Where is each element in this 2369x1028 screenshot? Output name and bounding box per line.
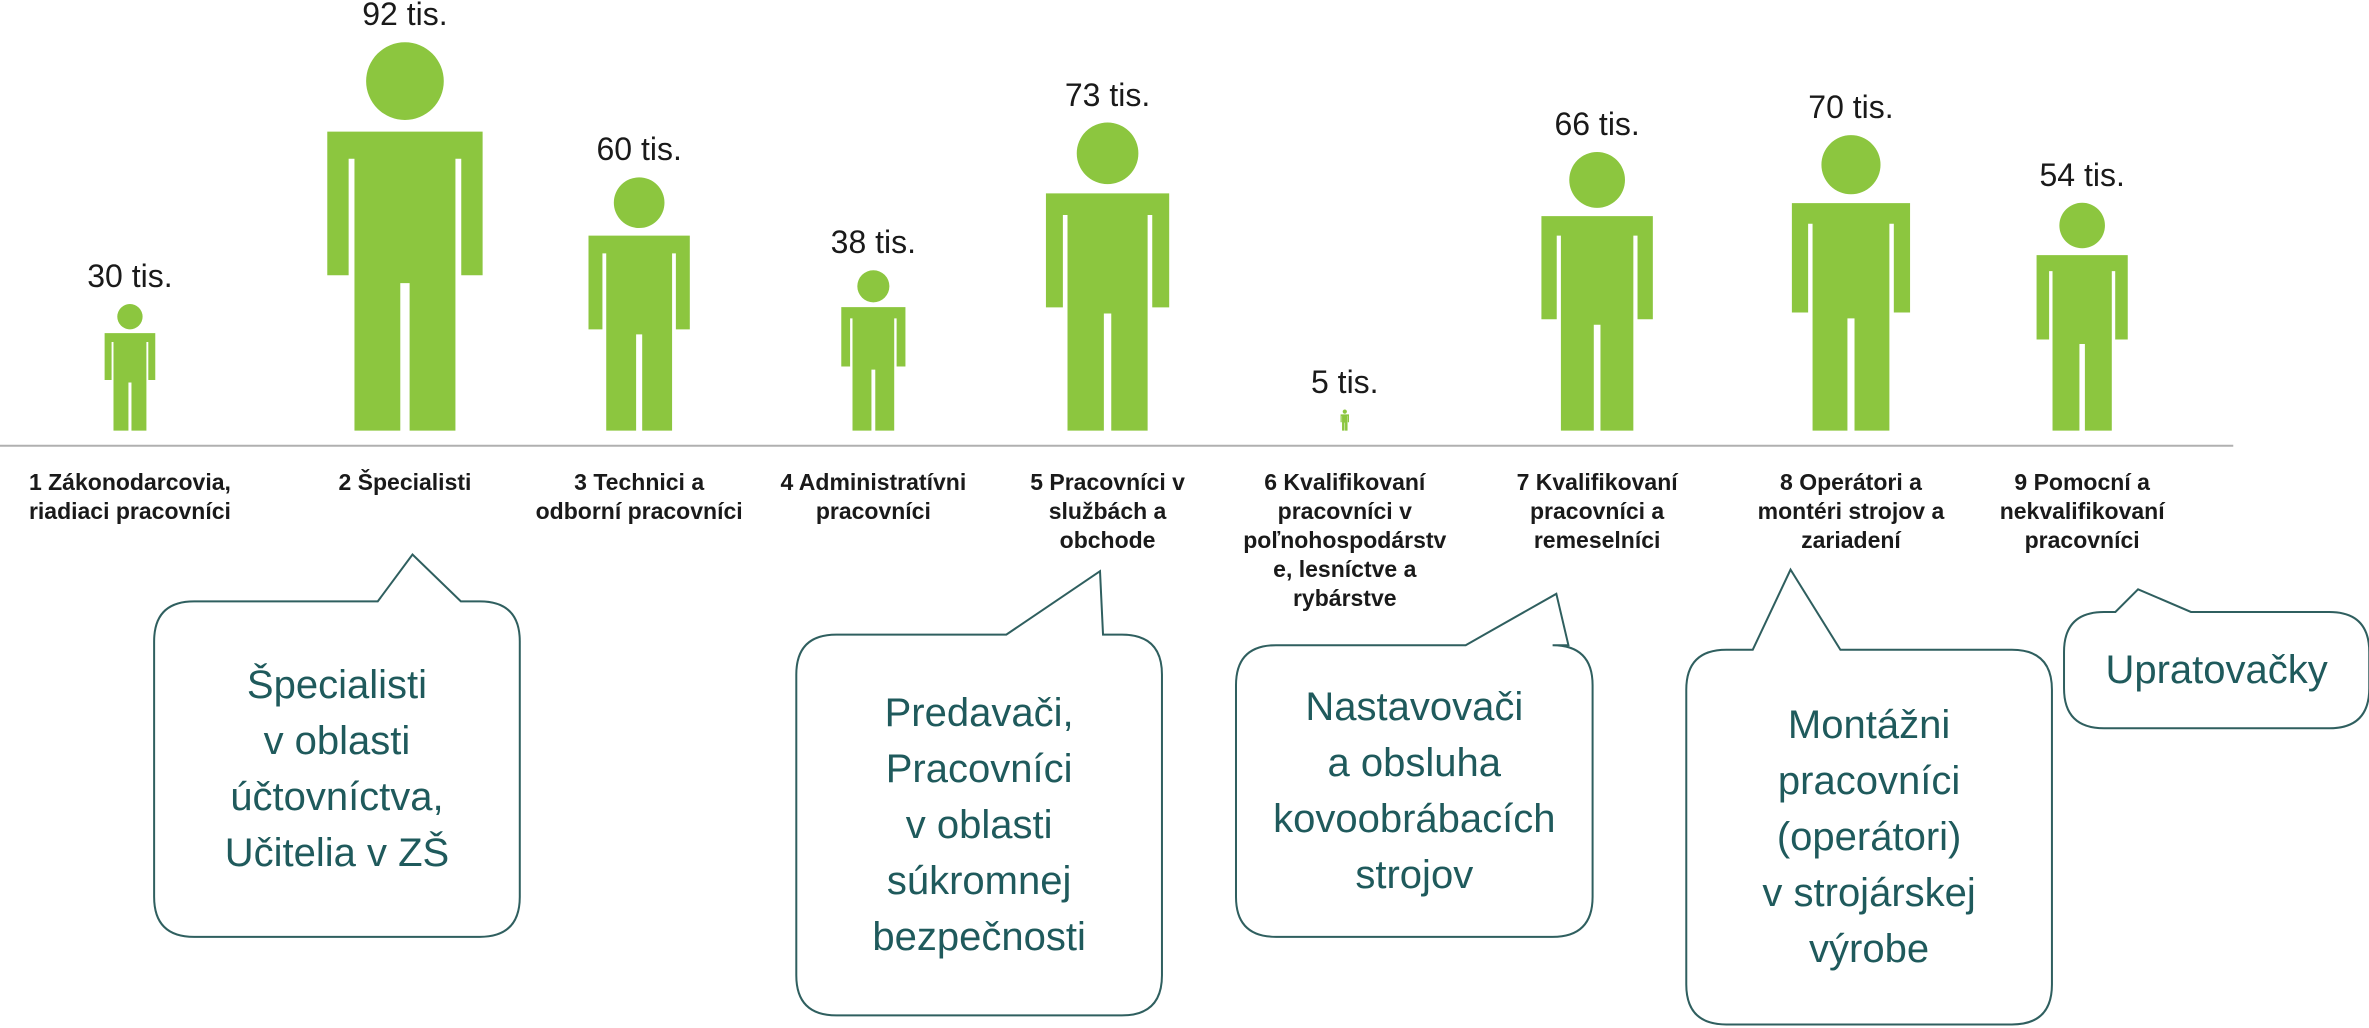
person-icon: [327, 42, 483, 431]
value-label: 38 tis.: [830, 224, 917, 261]
value-label: 54 tis.: [2039, 156, 2125, 193]
callout-bubble: [1685, 567, 2053, 1026]
value-label: 60 tis.: [596, 131, 682, 168]
category-label: 6 Kvalifikovaní pracovníci v poľnohospod…: [1243, 469, 1447, 612]
value-label: 30 tis.: [87, 258, 173, 294]
person-icon: [1340, 409, 1350, 431]
callout-text: Špecialisti v oblasti účtovníctva, Učite…: [224, 663, 450, 876]
callout-text: Predavači, Pracovníci v oblasti súkromne…: [872, 690, 1086, 959]
person-icon: [104, 304, 156, 431]
person-icon: [2036, 202, 2128, 431]
category-label: 3 Technici a odborní pracovníci: [535, 469, 743, 525]
value-label: 70 tis.: [1808, 89, 1894, 126]
callout-bubble: [795, 569, 1163, 1017]
value-label: 5 tis.: [1310, 363, 1379, 400]
category-label: 4 Administratívni pracovníci: [780, 469, 967, 525]
person-icon: [588, 177, 690, 431]
person-icon: [1541, 151, 1653, 431]
category-label: 9 Pomocní a nekvalifikovaní pracovníci: [1999, 469, 2165, 554]
value-label: 66 tis.: [1554, 106, 1640, 143]
callout-bubble: [153, 553, 521, 938]
category-label: 5 Pracovníci v službách a obchode: [1030, 469, 1185, 554]
callout-text: Upratovačky: [2105, 648, 2328, 693]
person-icon: [1045, 122, 1170, 431]
callout-text: Nastavovači a obsluha kovoobrábacích str…: [1273, 684, 1556, 897]
category-label: 1 Zákonodarcovia, riadiaci pracovníci: [28, 469, 231, 525]
person-icon: [1791, 135, 1911, 431]
category-label: 2 Špecialisti: [338, 469, 472, 496]
callout-bubble: [2063, 588, 2369, 730]
value-label: 73 tis.: [1064, 76, 1151, 113]
person-icon: [841, 270, 906, 431]
value-label: 92 tis.: [362, 0, 448, 33]
category-label: 8 Operátori a montéri strojov a zariaden…: [1757, 469, 1945, 554]
callout-bubble: [1235, 592, 1594, 938]
category-label: 7 Kvalifikovaní pracovníci a remeselníci: [1516, 469, 1678, 554]
callout-text: Montážni pracovníci (operátori) v strojá…: [1762, 703, 1976, 972]
